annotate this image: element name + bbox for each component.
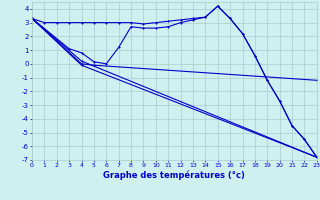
X-axis label: Graphe des températures (°c): Graphe des températures (°c): [103, 170, 245, 180]
